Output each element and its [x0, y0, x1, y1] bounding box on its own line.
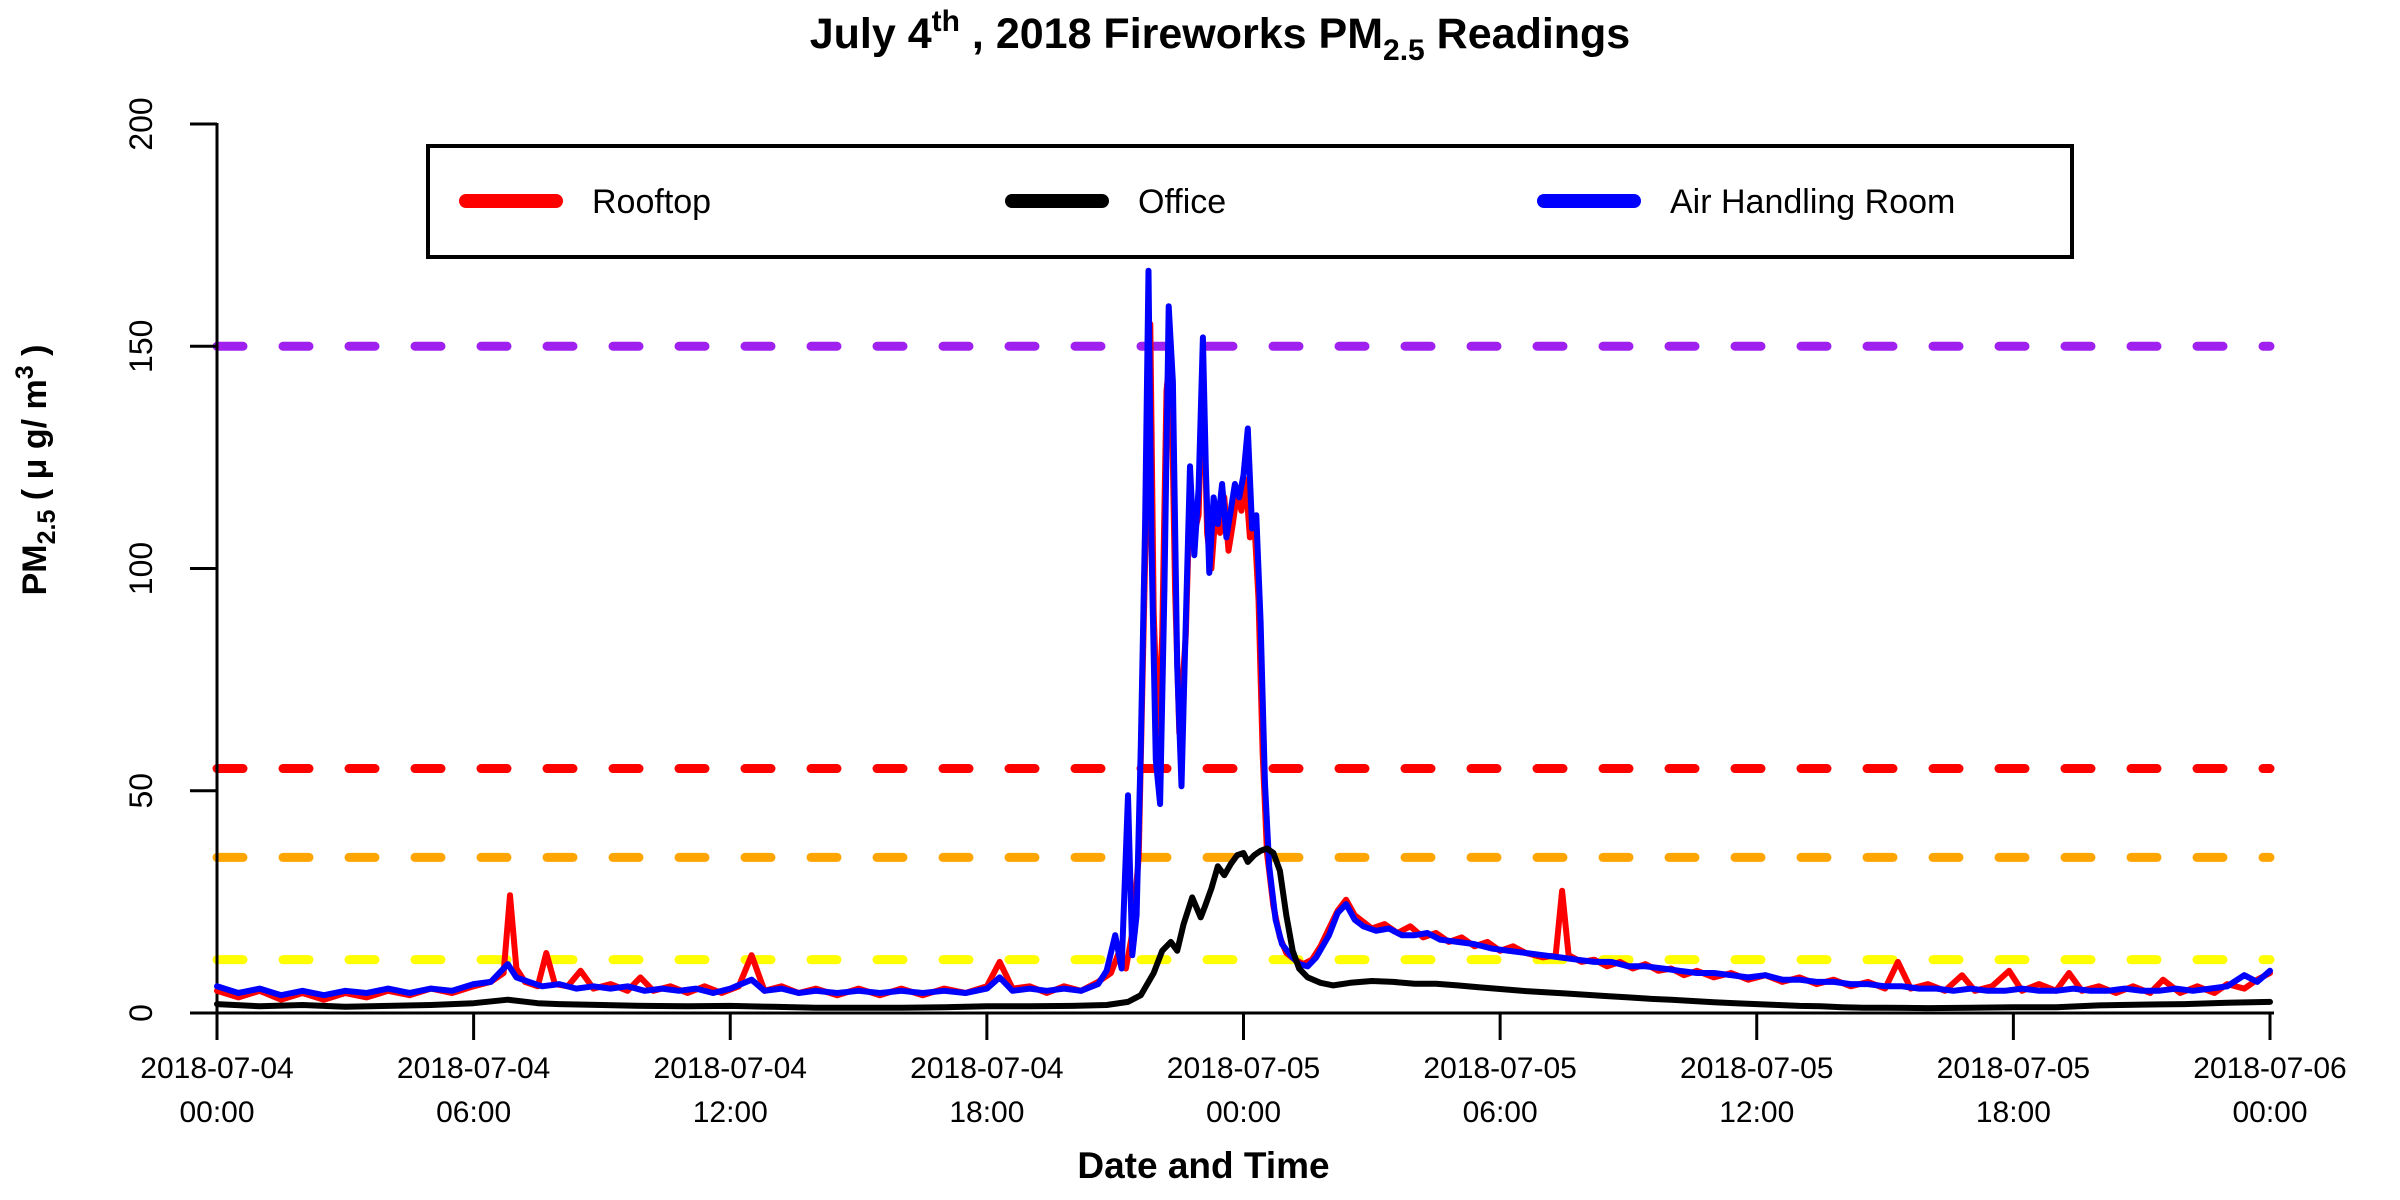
- x-tick-label-date: 2018-07-04: [910, 1052, 1063, 1085]
- legend: Rooftop Office Air Handling Room: [426, 144, 2074, 259]
- x-tick-label-date: 2018-07-06: [2193, 1052, 2346, 1085]
- legend-item-office: Office: [1005, 183, 1226, 221]
- legend-item-air-handling-room: Air Handling Room: [1537, 183, 1955, 221]
- y-tick-label: 150: [123, 320, 159, 373]
- x-tick-label-date: 2018-07-05: [1680, 1052, 1833, 1085]
- chart-title: July 4th , 2018 Fireworks PM2.5 Readings: [810, 5, 1630, 67]
- x-tick-label-date: 2018-07-04: [140, 1052, 293, 1085]
- x-tick-label-time: 00:00: [1206, 1096, 1281, 1129]
- x-tick-label-time: 06:00: [1463, 1096, 1538, 1129]
- series-rooftop: [214, 321, 2273, 1003]
- x-tick-label-time: 12:00: [693, 1096, 768, 1129]
- legend-label: Rooftop: [592, 183, 711, 221]
- x-tick-label-time: 18:00: [1976, 1096, 2051, 1129]
- x-axis-label: Date and Time: [1077, 1145, 1329, 1186]
- x-tick-label-date: 2018-07-05: [1423, 1052, 1576, 1085]
- x-tick-label-time: 18:00: [949, 1096, 1024, 1129]
- x-tick-label-time: 00:00: [179, 1096, 254, 1129]
- y-tick-label: 200: [123, 97, 159, 150]
- x-tick-label-date: 2018-07-04: [397, 1052, 550, 1085]
- x-tick-label-date: 2018-07-05: [1167, 1052, 1320, 1085]
- x-tick-label-time: 12:00: [1719, 1096, 1794, 1129]
- y-tick-label: 0: [123, 1004, 159, 1022]
- legend-label: Office: [1138, 183, 1226, 221]
- x-tick-label-time: 00:00: [2232, 1096, 2307, 1129]
- series-air-handling-room: [214, 267, 2273, 999]
- x-tick-label-date: 2018-07-04: [654, 1052, 807, 1085]
- y-axis-label: PM2.5 ( μ g/ m3 ): [11, 345, 61, 596]
- x-tick-label-time: 06:00: [436, 1096, 511, 1129]
- legend-label: Air Handling Room: [1670, 183, 1955, 221]
- series-office: [214, 845, 2273, 1012]
- legend-box: [426, 144, 2074, 259]
- y-tick-label: 100: [123, 542, 159, 595]
- legend-item-rooftop: Rooftop: [459, 183, 711, 221]
- x-tick-label-date: 2018-07-05: [1937, 1052, 2090, 1085]
- y-tick-label: 50: [123, 773, 159, 809]
